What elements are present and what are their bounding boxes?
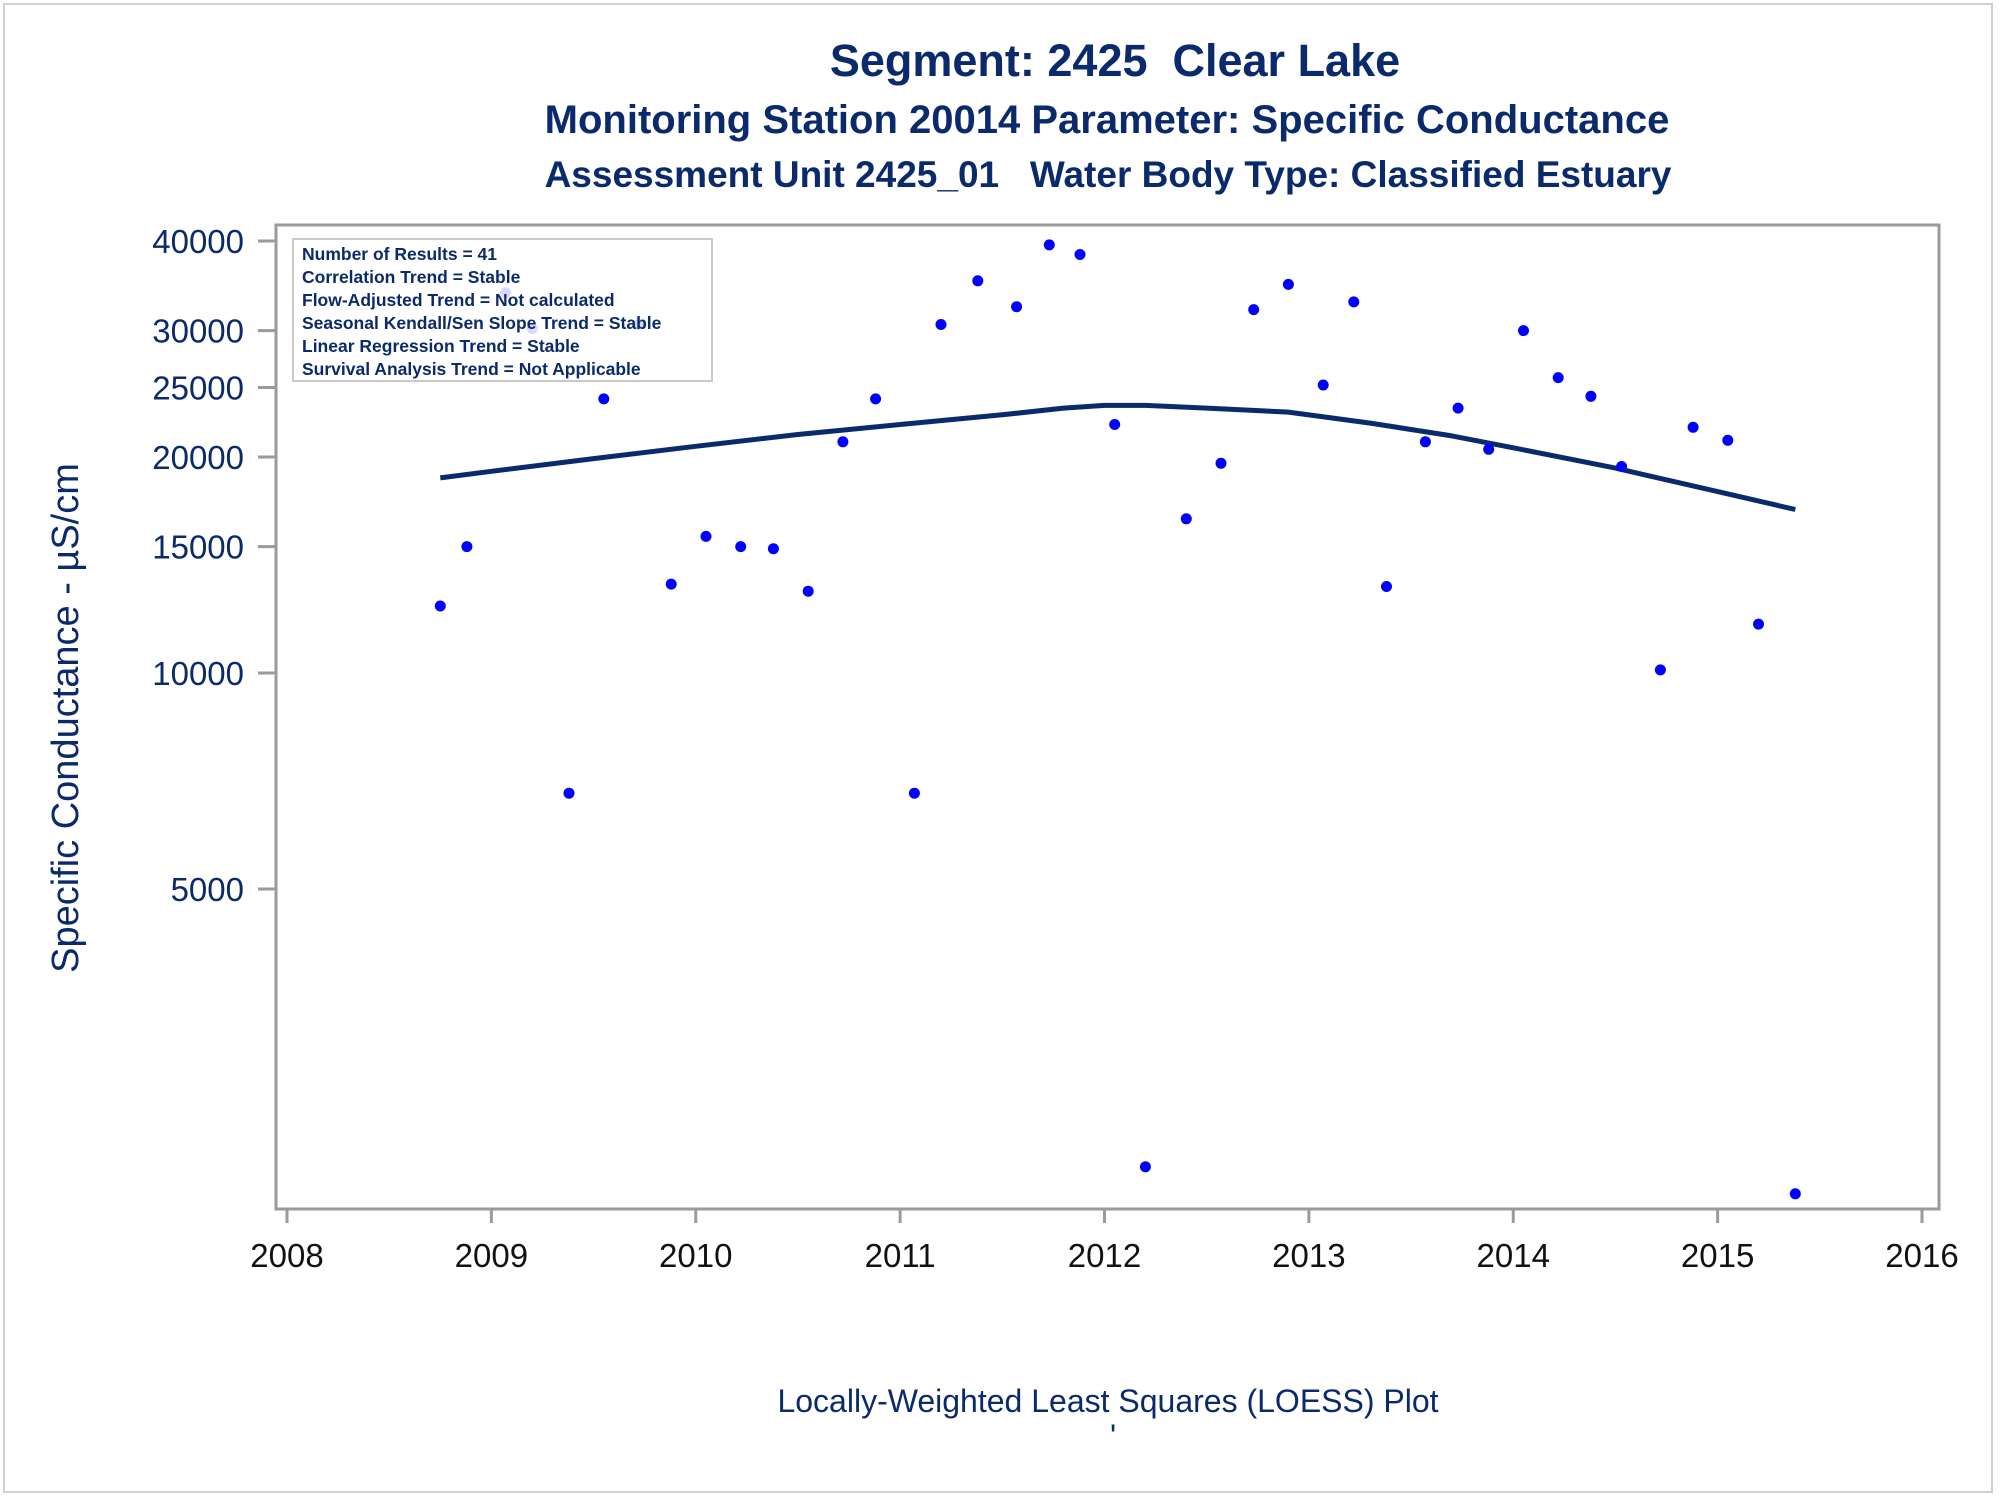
x-tick-label: 2008 <box>250 1237 323 1274</box>
data-point <box>1452 402 1464 414</box>
data-point <box>767 543 779 555</box>
stats-line: Survival Analysis Trend = Not Applicable <box>302 359 641 379</box>
chart-title: Segment: 2425 Clear Lake <box>829 35 1401 86</box>
data-point <box>1518 325 1529 337</box>
footer-mark: ' <box>1110 1418 1116 1454</box>
x-tick-label: 2016 <box>1885 1237 1958 1274</box>
data-point <box>1109 419 1121 430</box>
data-point <box>1248 304 1260 316</box>
data-point <box>1043 239 1055 251</box>
data-point <box>1616 461 1628 472</box>
data-point <box>735 541 747 553</box>
y-tick-label: 10000 <box>152 655 244 692</box>
chart-subtitle-assessment: Assessment Unit 2425_01 Water Body Type:… <box>544 154 1672 195</box>
y-axis-title: Specific Conductance - µS/cm <box>45 463 87 973</box>
plot-type-label: Locally-Weighted Least Squares (LOESS) P… <box>777 1383 1438 1419</box>
stats-line: Linear Regression Trend = Stable <box>302 336 580 356</box>
data-point <box>1483 443 1495 455</box>
data-point <box>1215 457 1227 469</box>
data-point <box>1585 390 1597 402</box>
stats-line: Correlation Trend = Stable <box>302 267 521 287</box>
data-point <box>1552 372 1564 384</box>
x-tick-label: 2014 <box>1477 1237 1550 1274</box>
data-point <box>1381 581 1392 592</box>
y-tick-label: 25000 <box>152 369 244 406</box>
data-point <box>1789 1188 1801 1200</box>
stats-legend-box: Number of Results = 41 Correlation Trend… <box>292 238 713 382</box>
data-point <box>1722 434 1734 446</box>
x-tick-label: 2015 <box>1681 1237 1754 1274</box>
data-point <box>1654 664 1666 676</box>
x-tick-label: 2010 <box>659 1237 732 1274</box>
loess-trend-line <box>439 402 1796 512</box>
x-tick-label: 2013 <box>1272 1237 1345 1274</box>
loess-line-layer <box>439 402 1796 512</box>
axis-ticks: 5000 10000 15000 20000 25000 30000 40000 2008 20… <box>152 223 1958 1274</box>
data-point <box>1317 379 1329 391</box>
data-point <box>802 585 814 597</box>
data-point <box>434 600 446 612</box>
data-point <box>1180 513 1192 525</box>
data-point <box>972 275 984 287</box>
data-point <box>1687 421 1699 433</box>
chart-subtitle-station: Monitoring Station 20014 Parameter: Spec… <box>544 98 1670 142</box>
data-point <box>563 787 575 799</box>
x-tick-label: 2012 <box>1068 1237 1141 1274</box>
data-point <box>1074 249 1086 260</box>
data-point <box>700 530 712 542</box>
data-point <box>1419 436 1431 448</box>
y-tick-label: 40000 <box>152 223 244 260</box>
plot-area <box>274 223 1941 1211</box>
data-point <box>598 393 610 405</box>
data-point <box>665 578 677 590</box>
data-point <box>837 436 849 448</box>
y-tick-label: 15000 <box>152 529 244 566</box>
y-tick-label: 5000 <box>171 871 244 908</box>
data-point <box>461 541 473 553</box>
data-point <box>1282 278 1294 290</box>
stats-box-border <box>292 238 713 382</box>
y-tick-label: 30000 <box>152 313 244 350</box>
x-tick-label: 2011 <box>865 1237 936 1274</box>
y-tick-label: 20000 <box>152 439 244 476</box>
data-point <box>908 787 920 799</box>
data-point <box>1348 296 1360 308</box>
x-tick-label: 2009 <box>455 1237 528 1274</box>
stats-line: Number of Results = 41 <box>302 244 497 264</box>
data-point <box>870 393 882 405</box>
data-points <box>434 239 1801 1200</box>
data-point <box>935 319 947 330</box>
stats-line: Flow-Adjusted Trend = Not calculated <box>302 290 615 310</box>
data-point <box>1139 1161 1151 1173</box>
data-point <box>1011 301 1023 313</box>
data-point <box>1753 618 1764 630</box>
stats-line: Seasonal Kendall/Sen Slope Trend = Stabl… <box>302 313 662 333</box>
